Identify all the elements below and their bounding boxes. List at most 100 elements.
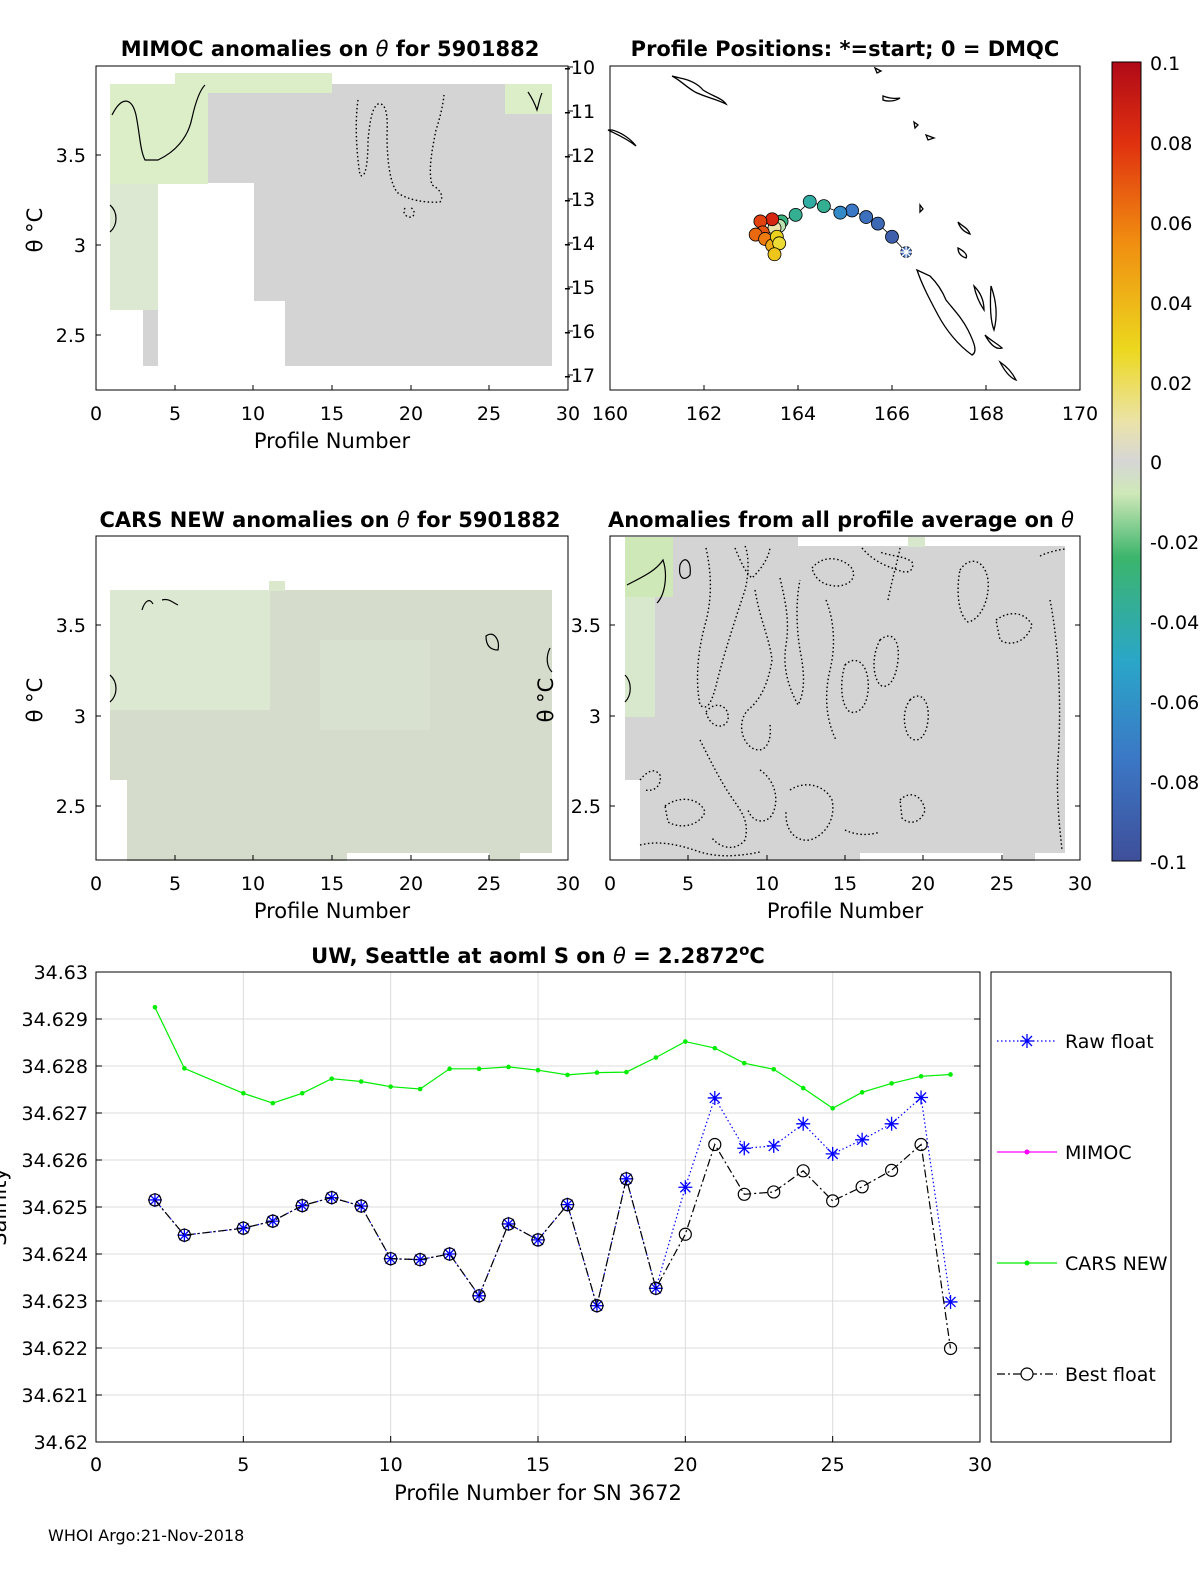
profile-position-marker [871,216,885,231]
y-tick-label: 34.627 [22,1103,88,1125]
mimoc-panel-title: MIMOC anomalies on θ for 5901882 [121,37,540,61]
best-float-point [443,1247,457,1261]
lon-tick-label: 162 [686,403,722,425]
dotted-contour [841,659,869,714]
best-float-point [884,1163,899,1177]
cars-new-point [624,1069,629,1075]
x-tick-label: 30 [1068,873,1092,895]
lat-tick-label: -17 [564,365,595,387]
mimoc-heatmap [109,73,552,366]
island-outline [972,284,985,313]
colorbar-gradient [1111,61,1142,862]
mimoc-positive-patch [175,73,332,93]
lon-tick-label: 168 [968,403,1004,425]
legend-best-float-label: Best float [1065,1364,1156,1386]
best-float-point [590,1299,604,1313]
best-float-point [236,1221,250,1235]
best-float-point [384,1252,398,1266]
cars-new-point [182,1066,187,1071]
average-positive-patch [908,537,925,547]
average-positive-patch [625,597,655,717]
y-tick-label: 34.63 [34,962,88,984]
island-outline [913,120,919,130]
x-tick-label: 0 [90,403,102,425]
y-tick-label: 34.622 [22,1338,88,1360]
positions-lon-ticks: 160 162 164 166 168 170 [592,385,1098,425]
raw-float-point [884,1116,899,1131]
best-float-point [472,1289,486,1303]
legend-entry-cars-new: CARS NEW [997,1253,1168,1275]
cars-new-point [918,1074,924,1079]
x-tick-label: 10 [379,1454,403,1476]
best-float-point [354,1199,368,1213]
average-heatmap [624,537,1066,861]
average-x-axis-label: Profile Number [767,899,924,923]
x-tick-label: 0 [604,873,616,895]
legend-entry-mimoc: MIMOC [997,1142,1132,1164]
average-panel-title: Anomalies from all profile average on θ [608,508,1074,532]
best-float-point [177,1228,191,1242]
profile-position-marker [816,199,831,214]
mimoc-contour [109,204,117,233]
average-anomaly-panel: Anomalies from all profile average on θ [534,508,1092,923]
best-float-point [826,1194,840,1208]
y-tick-label: 34.628 [22,1056,88,1078]
dotted-contour [861,547,914,573]
y-tick-label: 3.5 [571,615,601,637]
cars-contour [109,674,117,703]
x-tick-label: 15 [833,873,857,895]
x-tick-label: 20 [911,873,935,895]
mimoc-x-axis-label: Profile Number [254,429,411,453]
dotted-contour [664,798,706,827]
raw-float-line [154,1096,952,1309]
dotted-contour [1049,599,1063,851]
x-tick-label: 20 [399,873,423,895]
best-float-point [501,1217,516,1231]
cars-new-point [241,1090,246,1096]
island-outline [671,75,728,106]
lon-tick-label: 164 [780,403,816,425]
legend-cars-new-label: CARS NEW [1065,1253,1168,1275]
raw-float-point [501,1216,516,1231]
legend-mimoc-label: MIMOC [1065,1142,1132,1164]
mimoc-y-ticks: 2.5 3 3.5 [56,145,101,347]
cars-new-point [329,1076,335,1081]
average-x-ticks: 0 5 10 15 20 25 30 [604,855,1092,895]
island-outline [873,66,883,74]
island-outline [957,246,968,259]
cars-contour [485,633,499,651]
cars-heatmap [109,581,553,861]
y-tick-label: 34.62 [34,1432,88,1454]
cars-new-point [771,1066,777,1072]
island-outline [924,133,936,141]
dotted-contour [873,635,899,687]
cars-new-point [948,1072,953,1077]
raw-float-point [177,1228,192,1243]
best-float-point [266,1214,280,1228]
mimoc-x-ticks: 0 5 10 15 20 25 30 [90,385,580,425]
island-outline [989,285,997,333]
x-tick-label: 5 [237,1454,249,1476]
best-float-point [737,1187,751,1201]
cars-panel-title: CARS NEW anomalies on θ for 5901882 [99,508,560,532]
profile-position-marker [765,212,780,227]
colorbar-tick-label: -0.06 [1150,692,1199,714]
y-tick-label: 3.5 [56,145,86,167]
cars-new-point [683,1039,688,1044]
y-tick-label: 3.5 [56,615,86,637]
raw-float-point [619,1171,634,1186]
best-float-point [796,1164,810,1178]
legend-raw-float-label: Raw float [1065,1031,1154,1053]
best-float-point [148,1193,162,1207]
x-tick-label: 5 [682,873,694,895]
best-float-point [295,1198,309,1213]
y-tick-label: 34.629 [22,1009,88,1031]
best-float-point [708,1137,722,1152]
mimoc-positive-patch [110,84,208,184]
x-tick-label: 25 [477,873,501,895]
footer-stamp: WHOI Argo:21-Nov-2018 [48,1526,245,1545]
x-tick-label: 30 [556,403,580,425]
salinity-x-axis-label: Profile Number for SN 3672 [394,1481,682,1505]
dotted-contour [639,770,662,792]
colorbar-tick-label: 0.08 [1150,133,1192,155]
